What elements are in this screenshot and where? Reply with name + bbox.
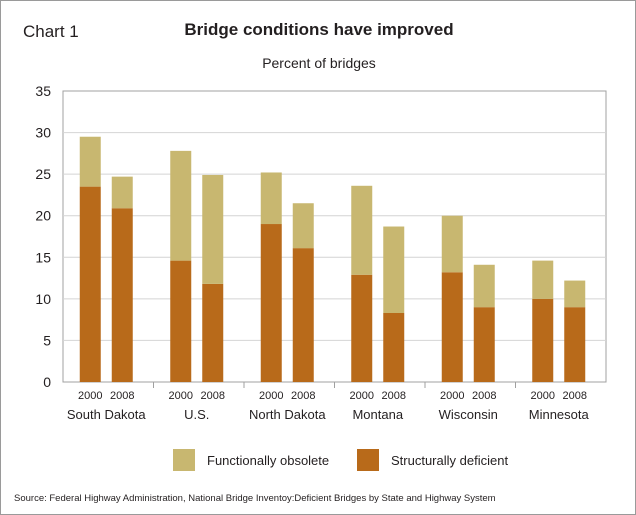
- y-tick-label: 10: [35, 291, 51, 307]
- y-tick-label: 35: [35, 83, 51, 99]
- legend-label-functionally-obsolete: Functionally obsolete: [207, 452, 330, 468]
- bar-functionally-obsolete: [202, 174, 224, 284]
- bar-functionally-obsolete: [111, 176, 133, 209]
- x-tick-label-year: 2008: [201, 390, 225, 402]
- bar-functionally-obsolete: [564, 280, 586, 308]
- x-tick-label-year: 2000: [259, 390, 283, 402]
- bar-structurally-deficient: [292, 248, 314, 382]
- bar-functionally-obsolete: [351, 185, 373, 275]
- y-tick-label: 25: [35, 166, 51, 182]
- legend-label-structurally-deficient: Structurally deficient: [391, 452, 509, 468]
- x-group-label: Montana: [352, 407, 403, 422]
- x-tick-label-year: 2000: [169, 390, 193, 402]
- x-group-label: South Dakota: [67, 407, 147, 422]
- bar-structurally-deficient: [532, 298, 554, 382]
- legend-item-functionally-obsolete: Functionally obsolete: [173, 449, 329, 471]
- bar-structurally-deficient: [170, 260, 192, 382]
- bar-functionally-obsolete: [292, 203, 314, 249]
- x-group-label: North Dakota: [249, 407, 326, 422]
- x-tick-label-year: 2000: [350, 390, 374, 402]
- bar-functionally-obsolete: [170, 150, 192, 261]
- source-note: Source: Federal Highway Administration, …: [14, 493, 496, 504]
- y-tick-label: 15: [35, 249, 51, 265]
- bar-functionally-obsolete: [79, 136, 101, 187]
- x-tick-label-year: 2000: [78, 390, 102, 402]
- y-tick-label: 20: [35, 208, 51, 224]
- bar-structurally-deficient: [351, 274, 373, 382]
- y-tick-label: 30: [35, 125, 51, 141]
- bar-structurally-deficient: [473, 307, 495, 382]
- bar-structurally-deficient: [111, 208, 133, 382]
- x-group-label: Wisconsin: [439, 407, 498, 422]
- bar-functionally-obsolete: [473, 264, 495, 308]
- bar-functionally-obsolete: [383, 226, 405, 313]
- legend-swatch-structurally-deficient: [357, 449, 379, 471]
- legend: Functionally obsolete Structurally defic…: [1, 449, 636, 479]
- x-tick-label-year: 2008: [563, 390, 587, 402]
- y-tick-label: 5: [43, 332, 51, 348]
- x-group-label: U.S.: [184, 407, 209, 422]
- y-tick-label: 0: [43, 374, 51, 390]
- legend-item-structurally-deficient: Structurally deficient: [357, 449, 508, 471]
- x-tick-label-year: 2008: [110, 390, 134, 402]
- x-tick-label-year: 2008: [291, 390, 315, 402]
- plot-area-border: [62, 90, 607, 383]
- bar-structurally-deficient: [441, 272, 463, 382]
- bar-structurally-deficient: [260, 224, 282, 382]
- chart-subtitle: Percent of bridges: [262, 55, 376, 71]
- x-group-label: Minnesota: [529, 407, 590, 422]
- x-tick-label-year: 2000: [531, 390, 555, 402]
- x-tick-label-year: 2000: [440, 390, 464, 402]
- bar-functionally-obsolete: [441, 215, 463, 273]
- bar-chart: 0 5 10 15 20 25 30 35 2000 2008 South Dakota 2000 20…: [35, 83, 607, 422]
- bar-structurally-deficient: [79, 186, 101, 382]
- legend-swatch-functionally-obsolete: [173, 449, 195, 471]
- chart-number-label: Chart 1: [23, 22, 79, 41]
- x-tick-label-year: 2008: [382, 390, 406, 402]
- bar-functionally-obsolete: [532, 260, 554, 299]
- chart-title: Bridge conditions have improved: [184, 20, 454, 39]
- bar-functionally-obsolete: [260, 172, 282, 225]
- bar-structurally-deficient: [564, 307, 586, 382]
- bar-structurally-deficient: [383, 312, 405, 382]
- bar-structurally-deficient: [202, 283, 224, 382]
- x-tick-label-year: 2008: [472, 390, 496, 402]
